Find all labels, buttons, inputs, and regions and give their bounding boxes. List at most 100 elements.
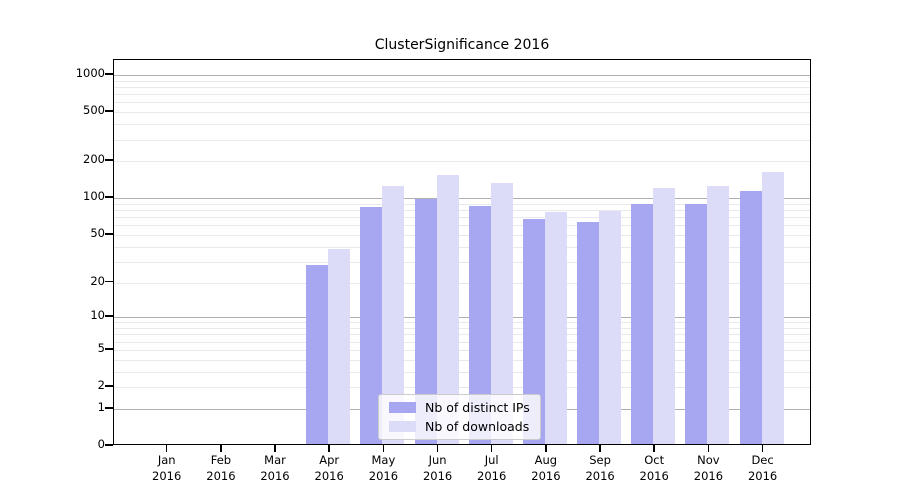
x-tick-label-year: 2016 <box>639 469 669 483</box>
bar-ips-apr <box>306 265 329 444</box>
legend: Nb of distinct IPs Nb of downloads <box>378 394 541 440</box>
x-tick-label-month: Dec <box>751 453 774 467</box>
x-tick-label-year: 2016 <box>368 469 399 483</box>
plot-area <box>113 59 811 445</box>
y-tick-mark <box>105 233 113 235</box>
y-tick-label: 20 <box>90 273 105 288</box>
x-tick-label: Dec 2016 <box>733 452 793 484</box>
minor-gridline <box>114 371 810 373</box>
minor-gridline <box>114 234 810 236</box>
minor-gridline <box>114 102 810 104</box>
x-tick-label: Apr 2016 <box>299 452 359 484</box>
x-tick-mark <box>653 445 655 452</box>
x-tick-label-year: 2016 <box>422 469 453 483</box>
minor-gridline <box>114 139 810 141</box>
minor-gridline <box>114 359 810 361</box>
x-tick-label-year: 2016 <box>152 469 182 483</box>
x-tick-mark <box>545 445 547 452</box>
x-tick-mark <box>274 445 276 452</box>
major-gridline <box>114 198 810 200</box>
y-tick-label: 10 <box>90 308 105 323</box>
minor-gridline <box>114 124 810 126</box>
bar-downloads-jun <box>436 174 459 444</box>
x-tick-label-year: 2016 <box>477 469 507 483</box>
minor-gridline <box>114 341 810 343</box>
y-tick-label: 100 <box>83 189 105 204</box>
x-tick-label-month: Jan <box>157 453 176 467</box>
bar-ips-sep <box>577 221 600 444</box>
x-tick-label-year: 2016 <box>206 469 236 483</box>
bar-ips-nov <box>685 203 708 444</box>
minor-gridline <box>114 322 810 324</box>
y-tick-label: 0 <box>97 437 105 451</box>
y-tick-mark <box>105 73 113 75</box>
legend-row-downloads: Nb of downloads <box>389 419 530 434</box>
x-tick-label-month: Aug <box>534 453 558 467</box>
x-tick-label: May 2016 <box>353 452 413 484</box>
bar-downloads-jul <box>490 183 513 444</box>
y-tick-mark <box>105 385 113 387</box>
x-tick-mark <box>761 445 764 452</box>
y-tick-label: 500 <box>83 103 105 118</box>
bar-downloads-nov <box>707 185 730 444</box>
minor-gridline <box>114 282 810 284</box>
chart-title: ClusterSignificance 2016 <box>374 37 550 53</box>
minor-gridline <box>114 328 810 329</box>
y-tick-label: 1000 <box>75 66 105 80</box>
x-tick-label: Feb 2016 <box>191 452 251 484</box>
x-tick-label: Oct 2016 <box>624 452 684 484</box>
major-gridline <box>114 75 810 76</box>
x-tick-label: Jan 2016 <box>137 452 197 484</box>
x-tick-label-month: Feb <box>210 453 232 467</box>
y-tick-label: 1 <box>97 399 105 414</box>
minor-gridline <box>114 210 810 211</box>
bar-downloads-aug <box>544 212 567 444</box>
y-tick-mark <box>105 196 113 198</box>
x-tick-label: Jun 2016 <box>408 452 468 484</box>
x-tick-label: Sep 2016 <box>570 452 630 484</box>
minor-gridline <box>114 94 810 96</box>
bar-downloads-oct <box>653 187 676 444</box>
x-tick-mark <box>220 445 222 452</box>
bar-ips-jul <box>468 206 491 444</box>
y-tick-mark <box>105 348 113 350</box>
y-tick-label: 200 <box>83 152 105 167</box>
bar-ips-aug <box>522 219 545 444</box>
bar-ips-jun <box>414 198 437 444</box>
x-tick-label-month: Apr <box>319 453 340 467</box>
bar-ips-may <box>360 206 383 444</box>
y-tick-label: 50 <box>90 225 105 240</box>
minor-gridline <box>114 161 810 163</box>
legend-label-downloads: Nb of downloads <box>425 419 530 434</box>
minor-gridline <box>114 225 810 227</box>
x-tick-label-year: 2016 <box>260 469 290 483</box>
y-tick-mark <box>105 280 113 283</box>
bar-downloads-may <box>382 186 405 444</box>
x-tick-label-year: 2016 <box>585 469 615 483</box>
legend-row-distinct-ips: Nb of distinct IPs <box>389 400 530 415</box>
x-tick-label: Jul 2016 <box>462 452 522 484</box>
bar-ips-oct <box>631 204 654 444</box>
y-tick-mark <box>105 407 113 409</box>
x-tick-label-month: Jun <box>428 453 447 467</box>
y-tick-mark <box>105 315 113 317</box>
y-tick-label: 2 <box>97 378 105 392</box>
x-tick-mark <box>328 445 330 452</box>
x-tick-label-year: 2016 <box>314 469 344 483</box>
minor-gridline <box>114 80 810 82</box>
legend-label-distinct-ips: Nb of distinct IPs <box>425 400 530 415</box>
x-tick-label-month: Jul <box>484 453 499 467</box>
legend-swatch-distinct-ips <box>389 402 416 413</box>
x-tick-mark <box>382 445 385 452</box>
x-tick-label: Nov 2016 <box>678 452 738 484</box>
x-tick-label-month: Mar <box>264 453 286 467</box>
x-tick-label-month: Sep <box>589 453 611 467</box>
legend-swatch-downloads <box>389 421 416 432</box>
y-tick-mark <box>105 444 113 446</box>
y-tick-label: 5 <box>97 340 105 355</box>
minor-gridline <box>114 87 810 88</box>
x-tick-mark <box>707 445 710 452</box>
minor-gridline <box>114 217 810 219</box>
x-tick-label-year: 2016 <box>531 469 561 483</box>
